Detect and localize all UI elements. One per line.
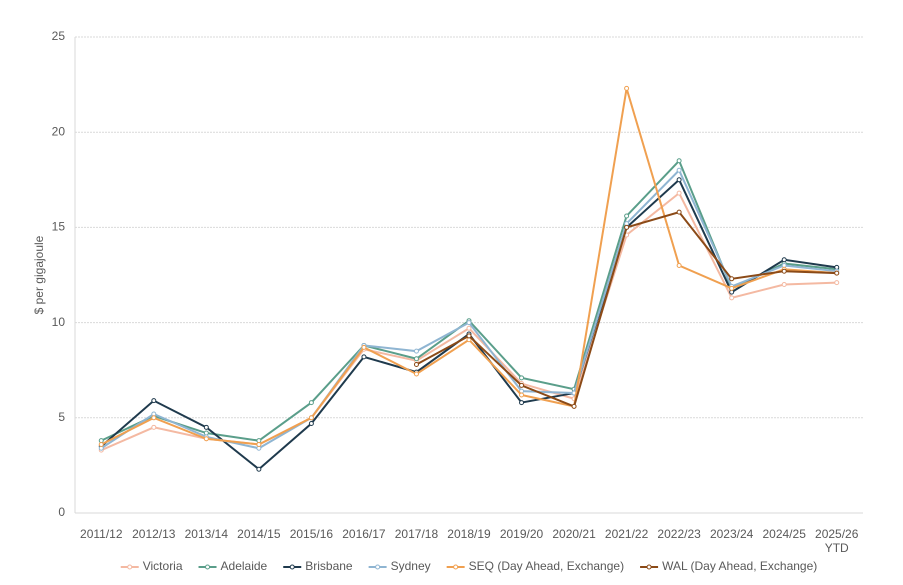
point-marker <box>203 436 209 442</box>
point-marker <box>308 421 314 427</box>
legend-label: Sydney <box>391 559 431 573</box>
y-tick-label: 20 <box>52 124 66 138</box>
point-marker <box>834 280 840 286</box>
y-tick-label: 25 <box>52 29 66 43</box>
x-tick-label: 2014/15 <box>237 527 281 541</box>
legend-marker <box>289 564 295 570</box>
point-marker <box>361 344 367 350</box>
y-tick-label: 0 <box>58 505 65 519</box>
series-line <box>100 168 837 450</box>
point-marker <box>676 177 682 183</box>
x-tick-label: 2015/16 <box>289 527 334 541</box>
y-axis-title: $ per gigajoule <box>32 235 46 314</box>
point-marker <box>413 371 419 377</box>
point-marker <box>729 276 735 282</box>
series-line <box>100 158 837 442</box>
x-tick-label: 2020/21 <box>552 527 596 541</box>
point-marker <box>624 213 630 219</box>
point-marker <box>624 85 630 91</box>
point-marker <box>781 282 787 288</box>
point-marker <box>256 441 262 447</box>
point-marker <box>256 466 262 472</box>
legend-marker <box>646 564 652 570</box>
x-tick-label: 2023/24 <box>709 527 754 541</box>
legend-label: Brisbane <box>305 559 353 573</box>
point-marker <box>361 354 367 360</box>
legend-label: SEQ (Day Ahead, Exchange) <box>469 559 624 573</box>
point-marker <box>413 348 419 354</box>
legend-marker <box>205 564 211 570</box>
point-marker <box>519 382 525 388</box>
point-marker <box>203 424 209 430</box>
x-tick-label: 2024/25 <box>762 527 806 541</box>
legend-marker <box>453 564 459 570</box>
point-marker <box>519 375 525 381</box>
x-tick-label: 2025/26 YTD <box>815 527 859 555</box>
x-tick-label: 2018/19 <box>447 527 491 541</box>
series-line <box>415 211 837 408</box>
series-line <box>100 88 837 446</box>
point-marker <box>676 167 682 173</box>
point-marker <box>98 441 104 447</box>
point-marker <box>781 268 787 274</box>
legend-label: Adelaide <box>221 559 268 573</box>
point-marker <box>151 398 157 404</box>
point-marker <box>729 295 735 301</box>
point-marker <box>676 262 682 268</box>
point-marker <box>308 415 314 421</box>
x-tick-label: 2016/17 <box>342 527 386 541</box>
x-tick-label: 2019/20 <box>499 527 544 541</box>
x-tick-label: 2017/18 <box>394 527 439 541</box>
point-marker <box>413 361 419 367</box>
point-marker <box>519 400 525 406</box>
point-marker <box>308 400 314 406</box>
x-tick-label: 2012/13 <box>132 527 176 541</box>
y-tick-label: 15 <box>52 220 66 234</box>
x-tick-label: 2022/23 <box>657 527 701 541</box>
point-marker <box>571 403 577 409</box>
point-marker <box>834 270 840 276</box>
point-marker <box>676 158 682 164</box>
point-marker <box>413 356 419 362</box>
point-marker <box>519 392 525 398</box>
point-marker <box>624 224 630 230</box>
point-marker <box>676 190 682 196</box>
legend-label: Victoria <box>143 559 183 573</box>
y-tick-label: 5 <box>58 410 65 424</box>
point-marker <box>151 424 157 430</box>
point-marker <box>151 415 157 421</box>
point-marker <box>466 325 472 331</box>
y-tick-label: 10 <box>52 315 66 329</box>
point-marker <box>676 209 682 215</box>
legend: Victoria Adelaide Brisbane Sydney SEQ (Day A… <box>120 559 817 573</box>
point-marker <box>466 320 472 326</box>
x-tick-label: 2021/22 <box>604 527 649 541</box>
legend-marker <box>127 564 133 570</box>
legend-label: WAL (Day Ahead, Exchange) <box>662 559 817 573</box>
legend-marker <box>375 564 381 570</box>
point-marker <box>466 333 472 339</box>
x-tick-label: 2011/12 <box>80 527 123 541</box>
point-marker <box>729 285 735 291</box>
x-tick-label: 2013/14 <box>184 527 229 541</box>
point-marker <box>781 257 787 263</box>
